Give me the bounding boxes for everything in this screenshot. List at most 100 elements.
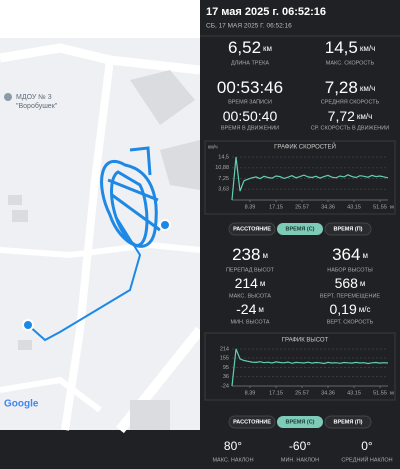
header-title: 17 мая 2025 г. 06:52:16: [206, 6, 326, 18]
stat-value: 80°: [224, 439, 242, 453]
poi-label: "Воробушек": [16, 102, 58, 110]
tab-label: РАССТОЯНИЕ: [233, 419, 271, 425]
stat-label: ВЕРТ. ПЕРЕМЕЩЕНИЕ: [320, 293, 381, 299]
building: [8, 195, 22, 205]
stat-label: МАКС. СКОРОСТЬ: [326, 60, 375, 66]
stat-number: 6,52: [228, 38, 261, 57]
map: МДОУ № 3 "Воробушек" Google: [0, 38, 204, 434]
tab-label: ВРЕМЯ (С): [285, 226, 314, 232]
stat-label: ДЛИНА ТРЕКА: [231, 60, 269, 66]
y-tick-label: 214: [220, 346, 229, 352]
tab-button[interactable]: [324, 415, 372, 429]
tab-button[interactable]: [277, 416, 323, 428]
chart-title: ГРАФИК ВЫСОТ: [282, 338, 329, 344]
stat-number: 0,19: [330, 301, 357, 317]
stat-unit: м: [362, 251, 368, 260]
chart-title: ГРАФИК СКОРОСТЕЙ: [274, 143, 336, 151]
y-tick-label: 95: [223, 365, 229, 371]
y-tick-label: 7,25: [218, 176, 229, 182]
road: [0, 376, 102, 413]
x-tick-label: 34.36: [321, 390, 335, 396]
stat-value: 214 м: [235, 275, 266, 291]
top-left-bar: [0, 0, 200, 38]
track-end-pin: [159, 219, 171, 231]
stat-number: 00:53:46: [217, 78, 283, 97]
stat-value: 568 м: [335, 275, 366, 291]
poi-icon: [4, 93, 12, 101]
building: [160, 140, 200, 190]
stat-number: 568: [335, 275, 359, 291]
stat-label: ВРЕМЯ ЗАПИСИ: [228, 99, 272, 105]
tab-button[interactable]: [277, 223, 323, 235]
y-tick-label: -24: [221, 383, 229, 389]
stat-value: 238 м: [232, 245, 268, 264]
road: [0, 241, 201, 259]
map-logo: Google: [4, 399, 39, 410]
stat-unit: км/ч: [360, 84, 375, 93]
chart-line: [231, 156, 389, 201]
stat-unit: м/с: [359, 305, 371, 314]
tab-button[interactable]: [228, 222, 276, 236]
y-tick-label: 14,5: [218, 154, 229, 160]
stat-value: 0°: [361, 439, 373, 453]
stat-value: 0,19 м/с: [330, 301, 371, 317]
stat-number: 00:50:40: [223, 108, 278, 124]
stat-value: 7,72 км/ч: [328, 108, 373, 124]
x-tick-label: 43.15: [347, 204, 361, 210]
stat-value: 7,28 км/ч: [325, 78, 375, 97]
header-subtitle: СБ, 17 МАЯ 2025 Г. 06:52:16: [206, 23, 292, 30]
tab-label: ВРЕМЯ (П): [334, 226, 363, 232]
stat-unit: м: [260, 279, 266, 288]
stat-value: 14,5 км/ч: [325, 38, 375, 57]
stat-unit: км: [263, 44, 272, 53]
x-tick-label: 17.15: [269, 204, 283, 210]
stat-unit: км/ч: [357, 112, 372, 121]
building: [12, 210, 28, 222]
stat-number: 7,72: [328, 108, 355, 124]
stat-number: 214: [235, 275, 259, 291]
x-unit: м: [390, 390, 394, 396]
building: [130, 70, 195, 125]
stat-number: 238: [232, 245, 260, 264]
track: [27, 214, 142, 342]
stat-label: СР. СКОРОСТЬ В ДВИЖЕНИИ: [311, 125, 389, 131]
stat-value: 00:53:46: [217, 78, 283, 97]
x-tick-label: 51.55: [373, 390, 387, 396]
tab-label: ВРЕМЯ (С): [285, 419, 314, 425]
poi-label: МДОУ № 3: [16, 94, 52, 101]
stat-label: ПЕРЕПАД ВЫСОТ: [226, 267, 275, 273]
tab-label: РАССТОЯНИЕ: [233, 226, 271, 232]
road: [0, 43, 201, 75]
stat-number: 364: [332, 245, 360, 264]
stat-number: -60°: [289, 439, 311, 453]
stat-label: ВРЕМЯ В ДВИЖЕНИИ: [221, 125, 279, 131]
stat-value: 364 м: [332, 245, 368, 264]
stat-label: СРЕДНИЙ НАКЛОН: [341, 455, 392, 463]
stat-value: 00:50:40: [223, 108, 278, 124]
y-tick-label: 155: [220, 356, 229, 362]
tab-button[interactable]: [324, 222, 372, 236]
tab-button[interactable]: [228, 415, 276, 429]
stat-label: МИН. НАКЛОН: [281, 457, 319, 463]
stat-number: 7,28: [325, 78, 358, 97]
x-tick-label: 8.39: [245, 204, 256, 210]
tab-label: ВРЕМЯ (П): [334, 419, 363, 425]
x-tick-label: 8.39: [245, 390, 256, 396]
stat-number: -24: [236, 301, 256, 317]
x-tick-label: 25.57: [295, 390, 309, 396]
stat-value: -60°: [289, 439, 311, 453]
stat-number: 0°: [361, 439, 373, 453]
x-tick-label: 25.57: [295, 204, 309, 210]
stat-label: МАКС. НАКЛОН: [212, 457, 253, 463]
stat-unit: км/ч: [360, 44, 375, 53]
stat-label: ВЕРТ. СКОРОСТЬ: [327, 319, 374, 325]
chart-line: [231, 348, 389, 387]
stat-label: СРЕДНЯЯ СКОРОСТЬ: [321, 99, 380, 105]
x-tick-label: 34.36: [321, 204, 335, 210]
stat-unit: м: [262, 251, 268, 260]
y-tick-label: 36: [223, 374, 229, 380]
stat-unit: м: [360, 279, 366, 288]
stat-value: -24 м: [236, 301, 264, 317]
